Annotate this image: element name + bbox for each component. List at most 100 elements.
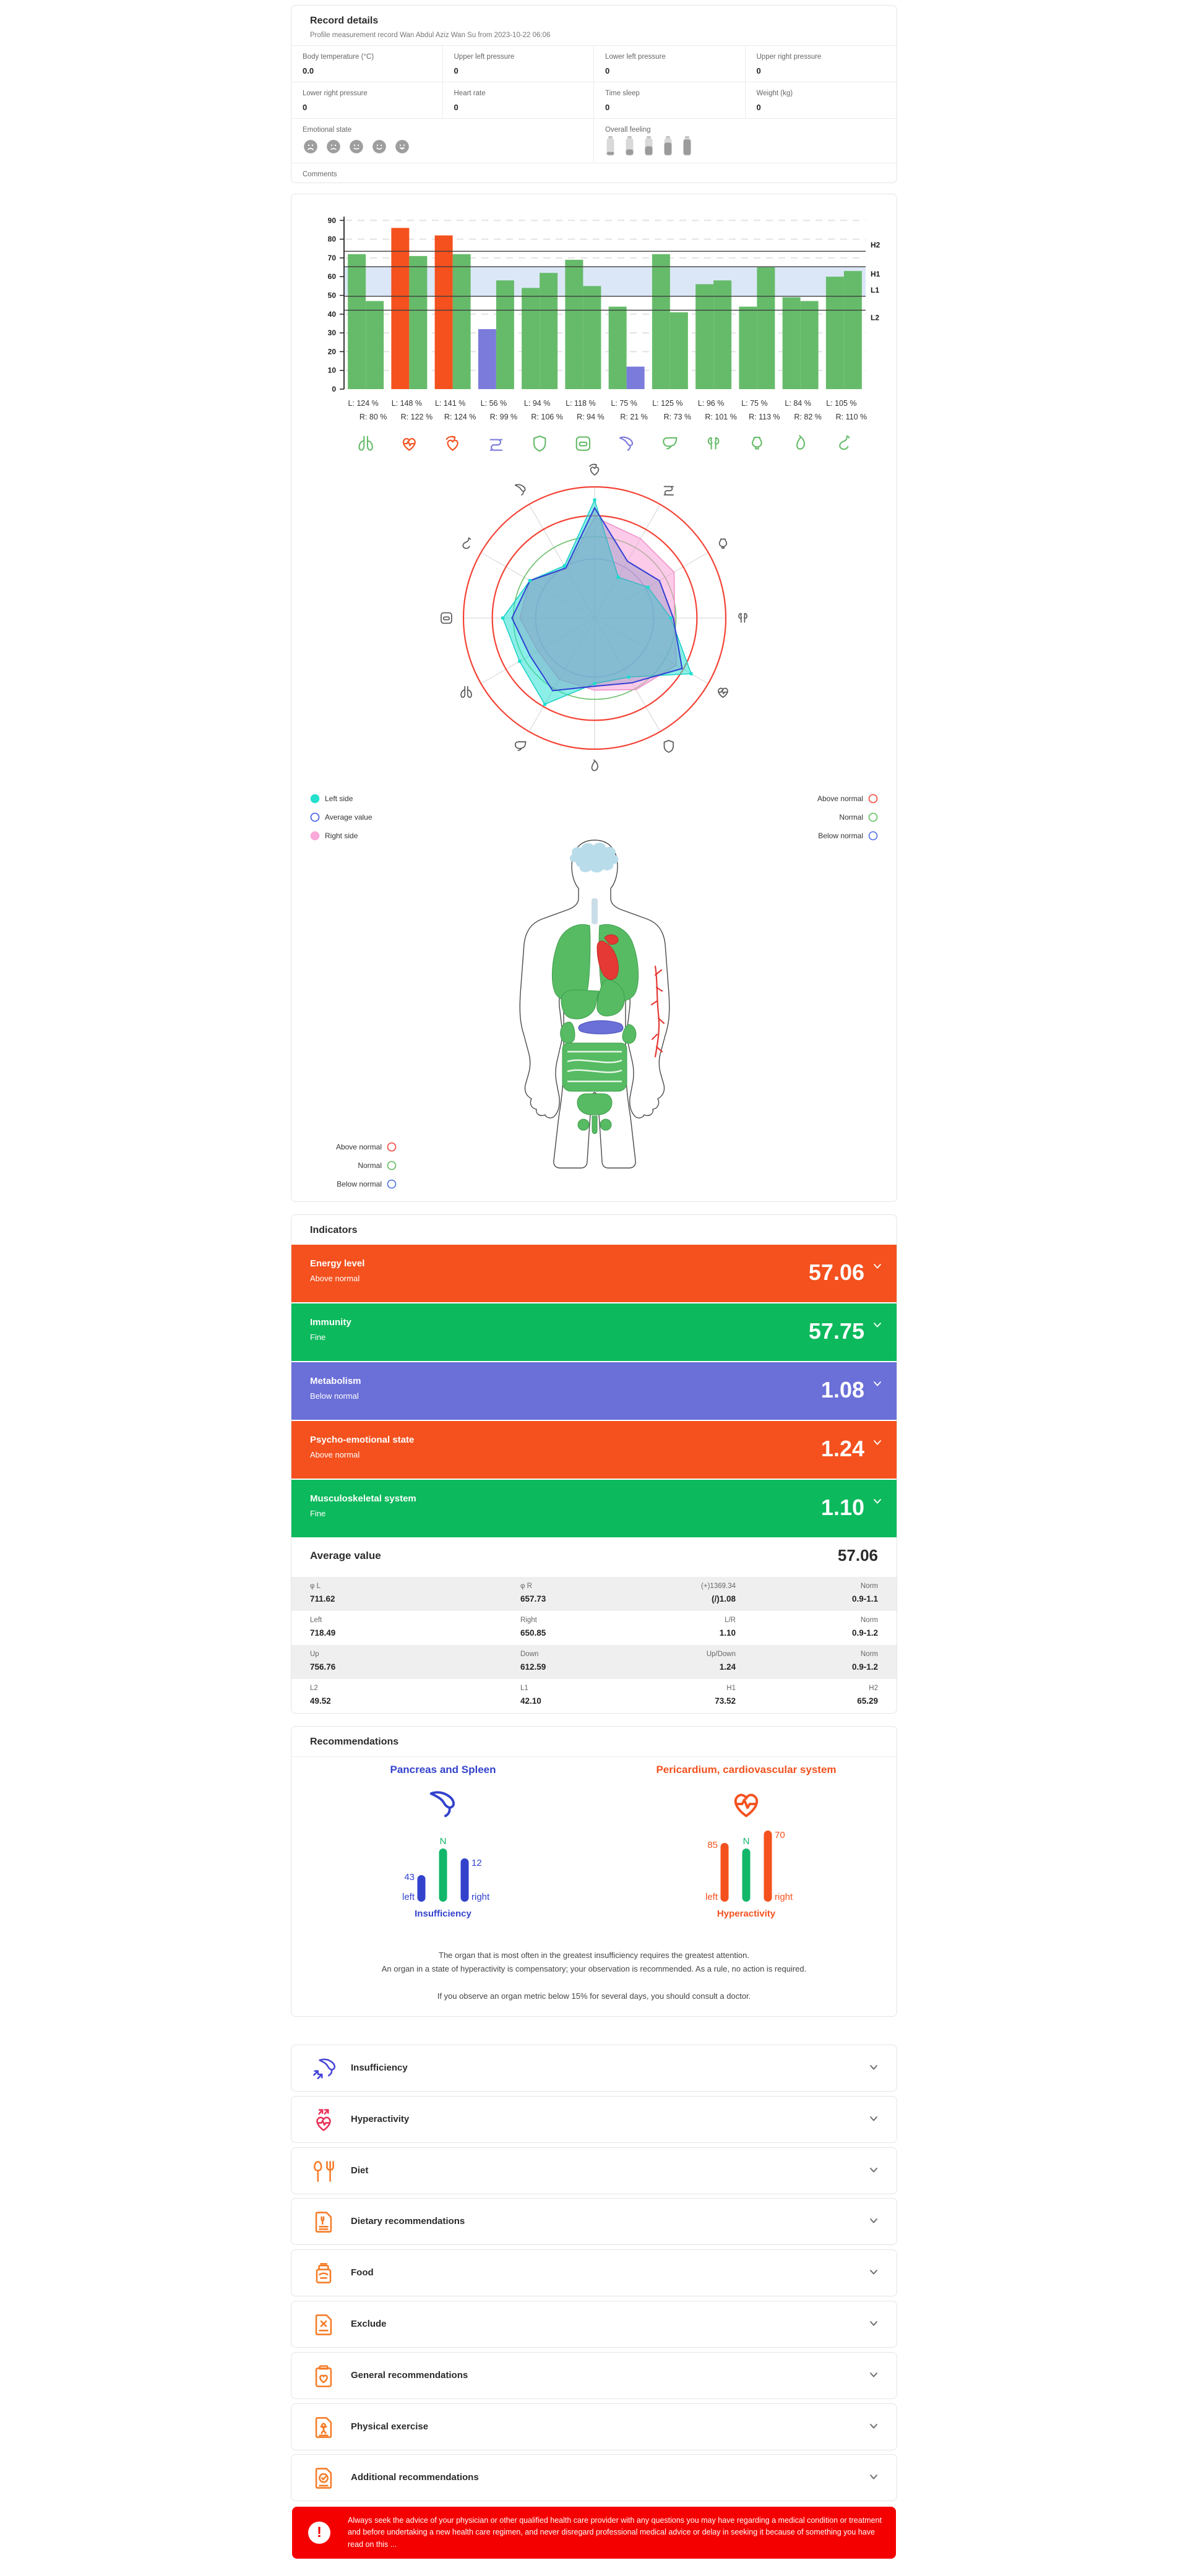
legend-swatch-icon bbox=[387, 1179, 397, 1189]
chevron-down-icon bbox=[870, 2065, 877, 2070]
accordion-physical-exercise[interactable]: Physical exercise bbox=[291, 2403, 897, 2450]
bar-group-kidneys: L: 96 % R: 101 % bbox=[695, 280, 737, 421]
record-field-1: Upper left pressure 0 bbox=[442, 45, 594, 82]
svg-text:0: 0 bbox=[332, 385, 336, 393]
indicator-name: Energy level bbox=[310, 1258, 365, 1269]
bar-group-small-intestine: L: 56 % R: 99 % bbox=[478, 280, 517, 421]
clipboard-heart-icon bbox=[315, 2365, 332, 2387]
legend-label: Left side bbox=[325, 794, 353, 803]
metric-value: (/)1.08 bbox=[711, 1594, 736, 1604]
overall-feeling-rating[interactable] bbox=[605, 136, 885, 157]
metrics-cell: Up 756.76 bbox=[310, 1651, 335, 1672]
medical-disclaimer-banner: ! Always seek the advice of your physici… bbox=[292, 2507, 896, 2559]
accordion-food[interactable]: Food bbox=[291, 2249, 897, 2297]
indicator-row-metabolism[interactable]: Metabolism Below normal 1.08 bbox=[291, 1362, 897, 1420]
indicator-name: Psycho-emotional state bbox=[310, 1435, 415, 1445]
legend-swatch-icon bbox=[387, 1161, 397, 1170]
indicator-status: Fine bbox=[310, 1509, 326, 1518]
accordion-label: Dietary recommendations bbox=[351, 2216, 465, 2227]
battery-level-2-icon[interactable] bbox=[624, 136, 635, 157]
svg-text:L: 75 %: L: 75 % bbox=[741, 399, 767, 408]
indicator-row-energy-level[interactable]: Energy level Above normal 57.06 bbox=[291, 1245, 897, 1302]
emotional-state-cell: Emotional state bbox=[291, 118, 594, 163]
pancreas-organ bbox=[578, 1020, 624, 1034]
accordion-diet[interactable]: Diet bbox=[291, 2147, 897, 2194]
svg-text:H1: H1 bbox=[871, 270, 880, 278]
accordion-hyperactivity[interactable]: Hyperactivity bbox=[291, 2095, 897, 2143]
face-sad-icon[interactable] bbox=[325, 139, 342, 155]
svg-text:L: 105 %: L: 105 % bbox=[826, 399, 856, 408]
metric-value: 1.24 bbox=[719, 1662, 736, 1672]
recommendation-organ-title: Pericardium, cardiovascular system bbox=[656, 1764, 837, 1775]
metrics-cell: L1 42.10 bbox=[520, 1685, 541, 1706]
metric-label: Norm bbox=[860, 1582, 878, 1590]
record-feelings-row: Emotional state Overall feeling bbox=[291, 118, 897, 163]
metric-value: 711.62 bbox=[310, 1594, 335, 1604]
battery-level-3-icon[interactable] bbox=[644, 136, 654, 157]
body-legend-item-above-normal: Above normal bbox=[304, 1138, 397, 1156]
chevron-down-icon bbox=[870, 2475, 877, 2480]
indicator-row-immunity[interactable]: Immunity Fine 57.75 bbox=[291, 1303, 897, 1361]
face-very-happy-icon[interactable] bbox=[394, 139, 410, 155]
battery-level-5-icon[interactable] bbox=[682, 136, 692, 157]
record-details-header: Record details Profile measurement recor… bbox=[291, 6, 897, 45]
chevron-down-icon bbox=[874, 1323, 881, 1328]
indicator-row-psycho-emotional-state[interactable]: Psycho-emotional state Above normal 1.24 bbox=[291, 1421, 897, 1479]
accordion-dietary-recommendations[interactable]: Dietary recommendations bbox=[291, 2198, 897, 2246]
accordion-insufficiency[interactable]: Insufficiency bbox=[291, 2045, 897, 2092]
chevron-down-icon bbox=[874, 1499, 881, 1504]
metric-value: 1.10 bbox=[719, 1628, 736, 1638]
pancreas-icon bbox=[429, 1791, 455, 1818]
metrics-cell: L/R 1.10 bbox=[720, 1616, 736, 1638]
svg-text:R: 106 %: R: 106 % bbox=[531, 413, 562, 421]
svg-text:12: 12 bbox=[471, 1858, 482, 1868]
legend-label: Above normal bbox=[817, 794, 863, 803]
liver-icon bbox=[663, 437, 678, 450]
indicator-value: 1.08 bbox=[820, 1377, 864, 1402]
record-field-2: Lower left pressure 0 bbox=[594, 45, 746, 82]
field-value: 0 bbox=[756, 103, 761, 112]
indicator-status: Above normal bbox=[310, 1274, 360, 1283]
heart-icon bbox=[734, 1793, 759, 1818]
metric-value: 65.29 bbox=[857, 1696, 878, 1706]
indicator-value: 1.24 bbox=[820, 1436, 864, 1461]
svg-text:70: 70 bbox=[328, 254, 337, 262]
chevron-down-icon bbox=[870, 2116, 877, 2121]
face-neutral-icon[interactable] bbox=[348, 139, 364, 155]
intestines-organ bbox=[562, 1042, 627, 1092]
svg-text:80: 80 bbox=[328, 235, 337, 244]
chevron-down-icon bbox=[870, 2321, 877, 2326]
overall-feeling-cell: Overall feeling bbox=[594, 118, 897, 163]
legend-item-below-normal: Below normal bbox=[754, 826, 878, 845]
accordion-exclude[interactable]: Exclude bbox=[291, 2301, 897, 2348]
bar-group-heart: L: 148 % R: 122 % bbox=[391, 228, 433, 421]
emotional-state-label: Emotional state bbox=[303, 126, 352, 134]
record-field-0: Body temperature (°C) 0.0 bbox=[291, 45, 443, 82]
svg-text:R: 82 %: R: 82 % bbox=[794, 413, 821, 421]
face-happy-icon[interactable] bbox=[371, 139, 387, 155]
legend-swatch-icon bbox=[868, 831, 878, 841]
accordion-general-recommendations[interactable]: General recommendations bbox=[291, 2351, 897, 2399]
record-field-3: Upper right pressure 0 bbox=[745, 45, 897, 82]
battery-level-4-icon[interactable] bbox=[663, 136, 673, 157]
battery-level-1-icon[interactable] bbox=[605, 136, 616, 157]
average-value-label: Average value bbox=[310, 1550, 381, 1561]
svg-text:left: left bbox=[705, 1892, 718, 1902]
field-label: Time sleep bbox=[605, 90, 640, 97]
recommendation-caption: Insufficiency bbox=[415, 1908, 471, 1919]
face-very-sad-icon[interactable] bbox=[303, 139, 319, 155]
field-label: Upper right pressure bbox=[756, 53, 822, 61]
disclaimer-text: Always seek the advice of your physician… bbox=[348, 2516, 882, 2549]
lungs-icon bbox=[358, 436, 373, 451]
diet-doc-icon bbox=[315, 2212, 332, 2233]
accordion-additional-recommendations[interactable]: Additional recommendations bbox=[291, 2454, 897, 2502]
metrics-cell: Norm 0.9-1.1 bbox=[852, 1582, 878, 1604]
stomach-organ bbox=[596, 979, 625, 1016]
metric-label: Up bbox=[310, 1651, 319, 1658]
body-legend-item-below-normal: Below normal bbox=[304, 1175, 397, 1193]
pelvic-organs bbox=[577, 1093, 613, 1134]
emotional-state-rating[interactable] bbox=[303, 139, 582, 155]
indicator-row-musculoskeletal-system[interactable]: Musculoskeletal system Fine 1.10 bbox=[291, 1480, 897, 1537]
svg-text:R: 80 %: R: 80 % bbox=[359, 413, 387, 421]
metrics-cell: φ R 657.73 bbox=[520, 1582, 546, 1604]
